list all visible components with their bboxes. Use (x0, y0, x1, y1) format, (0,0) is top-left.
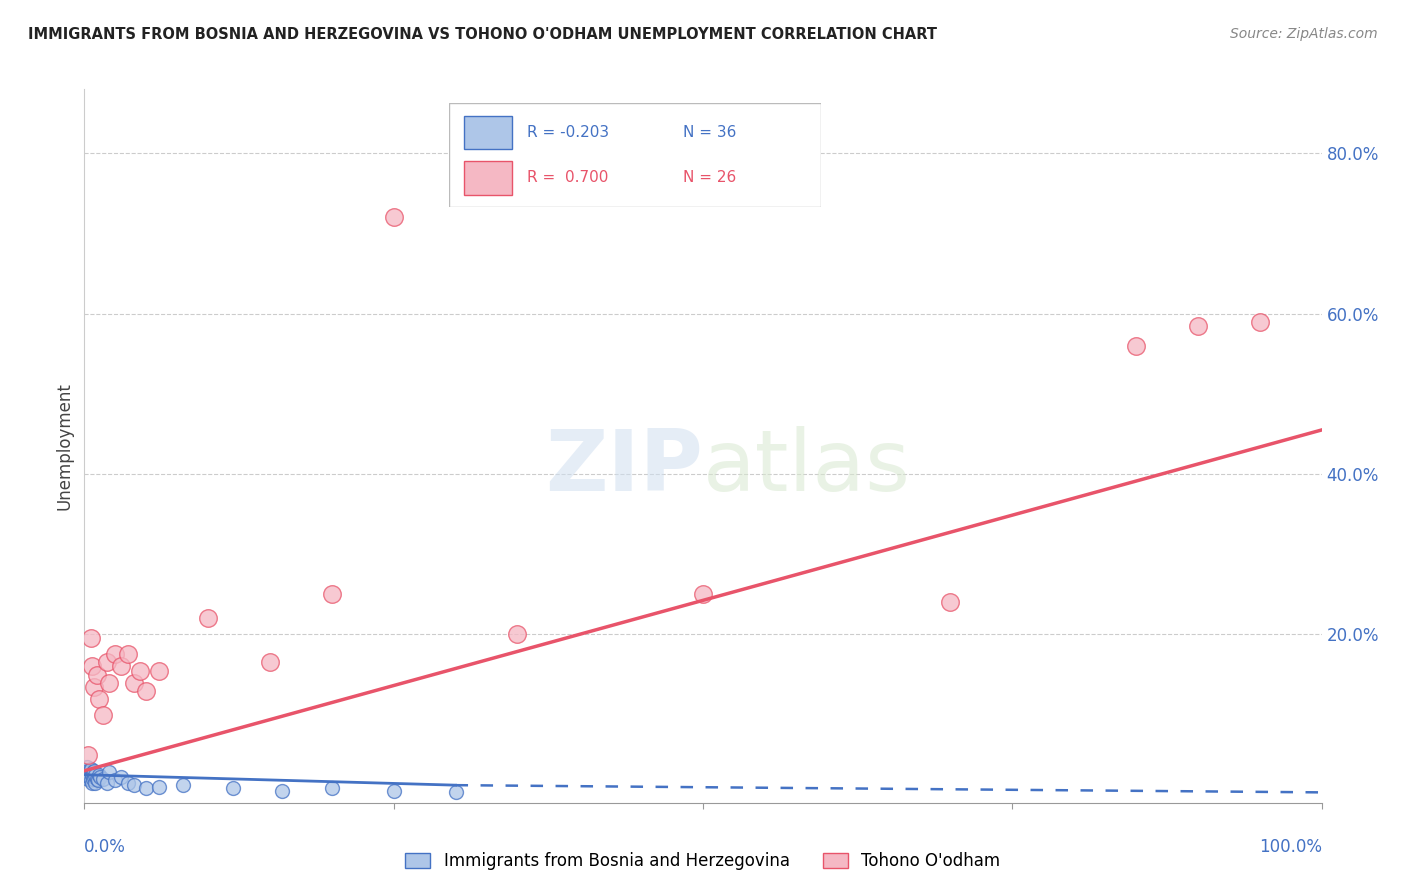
Point (91, 772, 114, 786)
Point (80, 768, 103, 782)
Point (110, 659, 132, 673)
Point (79, 773, 101, 788)
Point (122, 675, 145, 690)
Point (129, 664, 152, 678)
Point (1125, 339, 1147, 353)
Point (89, 768, 111, 782)
Point (98, 765, 121, 780)
Point (104, 773, 127, 788)
Point (79, 762, 101, 776)
Point (321, 587, 343, 601)
Point (82, 765, 104, 780)
Point (86, 667, 108, 681)
Point (83, 764, 105, 778)
Point (96, 656, 118, 670)
Point (148, 780, 170, 794)
Point (271, 784, 294, 798)
Point (110, 770, 132, 784)
Point (75, 764, 97, 778)
Point (87, 773, 110, 788)
Point (122, 778, 145, 792)
Point (79, 765, 101, 780)
Point (259, 656, 281, 670)
Point (83, 770, 105, 784)
Point (104, 648, 127, 662)
Y-axis label: Unemployment: Unemployment (55, 382, 73, 510)
Point (444, 785, 467, 799)
Point (96, 776, 118, 790)
Point (77, 772, 100, 786)
Text: 100.0%: 100.0% (1258, 838, 1322, 856)
Point (91, 707, 114, 722)
Point (89, 691, 111, 706)
Point (197, 611, 219, 625)
Point (222, 781, 245, 796)
Point (84, 776, 107, 790)
Text: atlas: atlas (703, 425, 911, 509)
Point (77, 747, 100, 762)
Point (172, 778, 194, 792)
Point (79, 632, 101, 646)
Point (135, 683, 157, 698)
Point (939, 595, 962, 609)
Point (692, 587, 714, 601)
Point (117, 776, 139, 790)
Point (117, 648, 139, 662)
Point (135, 781, 157, 796)
Text: IMMIGRANTS FROM BOSNIA AND HERZEGOVINA VS TOHONO O'ODHAM UNEMPLOYMENT CORRELATIO: IMMIGRANTS FROM BOSNIA AND HERZEGOVINA V… (28, 27, 938, 42)
Point (382, 211, 405, 225)
Point (80, 776, 103, 790)
Point (89, 770, 111, 784)
Point (98, 675, 121, 690)
Text: 0.0%: 0.0% (84, 838, 127, 856)
Point (86, 772, 108, 786)
Point (76, 768, 98, 782)
Point (83, 680, 105, 694)
Point (82, 772, 104, 786)
Point (1187, 318, 1209, 333)
Text: Source: ZipAtlas.com: Source: ZipAtlas.com (1230, 27, 1378, 41)
Point (79, 770, 101, 784)
Point (506, 627, 529, 641)
Point (84, 768, 107, 782)
Point (80, 659, 103, 673)
Point (1249, 315, 1271, 329)
Point (76, 760, 98, 774)
Point (77, 764, 100, 778)
Text: ZIP: ZIP (546, 425, 703, 509)
Point (321, 781, 343, 796)
Point (382, 784, 405, 798)
Point (148, 664, 170, 678)
Legend: Immigrants from Bosnia and Herzegovina, Tohono O'odham: Immigrants from Bosnia and Herzegovina, … (399, 846, 1007, 877)
